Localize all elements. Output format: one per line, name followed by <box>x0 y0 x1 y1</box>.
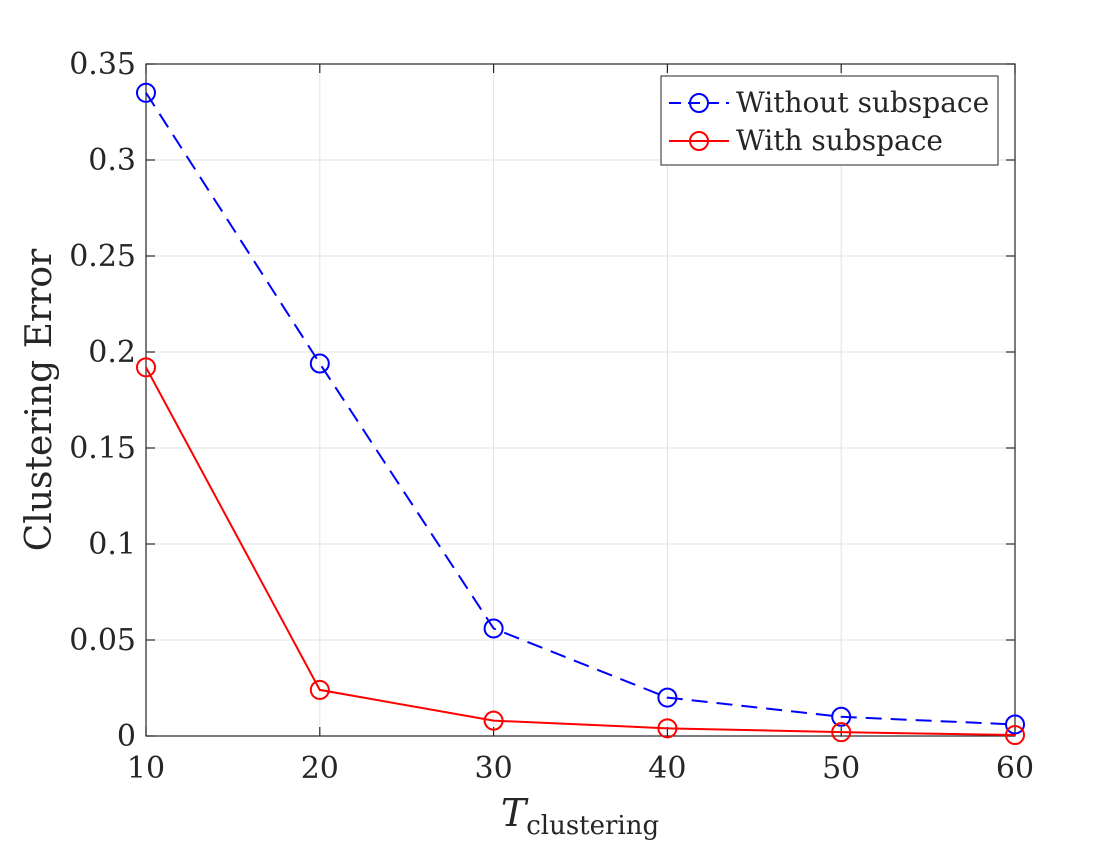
legend-box <box>660 75 999 166</box>
plot-area-frame <box>145 63 1016 737</box>
legend: Without subspace With subspace <box>660 75 999 166</box>
y-tick-label: 0.2 <box>88 335 136 370</box>
series-with-subspace <box>136 357 1025 746</box>
data-point-with-subspace <box>136 357 156 378</box>
data-point-without-subspace <box>831 706 852 727</box>
y-tick-label: 0.35 <box>69 47 136 82</box>
data-point-without-subspace <box>136 82 156 103</box>
x-axis-label: Tclustering <box>501 791 659 840</box>
x-tick-label: 40 <box>648 751 686 786</box>
x-tick-label: 20 <box>301 751 339 786</box>
axis-ticks: 10 20 30 40 50 60 0 0.05 0.1 0.15 0.2 0.25 0.3 0.35 <box>69 47 1034 786</box>
data-point-without-subspace <box>309 353 330 374</box>
x-tick-label: 30 <box>475 751 513 786</box>
data-point-without-subspace <box>1005 714 1025 735</box>
legend-label-with-subspace: With subspace <box>736 124 943 157</box>
data-point-with-subspace <box>831 722 852 743</box>
data-point-without-subspace <box>657 687 678 708</box>
data-point-with-subspace <box>483 710 504 731</box>
data-series <box>136 82 1025 746</box>
x-tick-label: 10 <box>127 751 165 786</box>
data-point-with-subspace <box>1005 725 1025 746</box>
y-tick-label: 0.05 <box>69 623 136 658</box>
y-axis-label: Clustering Error <box>19 248 60 551</box>
y-tick-label: 0.1 <box>88 527 136 562</box>
x-tick-label: 60 <box>996 751 1034 786</box>
y-tick-label: 0.3 <box>88 143 136 178</box>
legend-marker-without-subspace <box>689 93 709 113</box>
legend-marker-with-subspace <box>689 131 709 151</box>
x-tick-label: 50 <box>822 751 860 786</box>
data-point-with-subspace <box>309 679 330 700</box>
series-without-subspace <box>136 82 1025 735</box>
series-line-without-subspace <box>145 92 1016 726</box>
data-point-without-subspace <box>483 618 504 639</box>
series-line-with-subspace <box>145 366 1016 737</box>
legend-label-without-subspace: Without subspace <box>736 86 989 119</box>
data-point-with-subspace <box>657 718 678 739</box>
x-axis-label-main: T <box>501 791 529 835</box>
y-tick-label: 0.15 <box>69 431 136 466</box>
y-tick-label: 0.25 <box>69 239 136 274</box>
y-tick-label: 0 <box>117 719 136 754</box>
x-axis-label-subscript: clustering <box>526 811 659 840</box>
